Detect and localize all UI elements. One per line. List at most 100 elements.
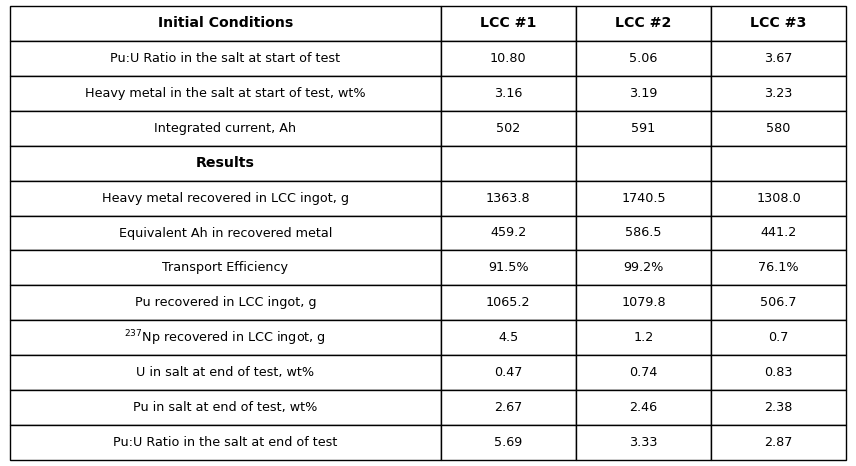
Text: LCC #2: LCC #2 — [615, 16, 672, 30]
Bar — [711, 356, 846, 391]
Text: 0.7: 0.7 — [769, 331, 788, 344]
Bar — [576, 425, 711, 460]
Bar — [10, 286, 441, 321]
Text: 2.67: 2.67 — [494, 401, 522, 414]
Bar — [576, 41, 711, 75]
Text: Pu in salt at end of test, wt%: Pu in salt at end of test, wt% — [134, 401, 318, 414]
Bar — [576, 321, 711, 356]
Bar — [711, 180, 846, 215]
Text: 0.83: 0.83 — [764, 366, 793, 379]
Text: U in salt at end of test, wt%: U in salt at end of test, wt% — [136, 366, 314, 379]
Bar — [711, 145, 846, 180]
Bar — [441, 356, 576, 391]
Text: Transport Efficiency: Transport Efficiency — [163, 261, 288, 274]
Bar — [576, 180, 711, 215]
Text: 502: 502 — [496, 122, 520, 135]
Text: 586.5: 586.5 — [625, 226, 662, 240]
Text: 3.16: 3.16 — [494, 87, 522, 100]
Bar — [576, 286, 711, 321]
Bar — [711, 251, 846, 286]
Text: 2.38: 2.38 — [764, 401, 793, 414]
Bar — [441, 251, 576, 286]
Bar — [441, 321, 576, 356]
Text: 506.7: 506.7 — [760, 296, 797, 309]
Text: 5.69: 5.69 — [494, 437, 522, 449]
Text: 0.74: 0.74 — [629, 366, 657, 379]
Text: 3.19: 3.19 — [629, 87, 657, 100]
Bar — [10, 75, 441, 110]
Text: 591: 591 — [632, 122, 656, 135]
Text: Pu:U Ratio in the salt at start of test: Pu:U Ratio in the salt at start of test — [110, 52, 341, 65]
Bar — [10, 41, 441, 75]
Text: 3.67: 3.67 — [764, 52, 793, 65]
Text: 1308.0: 1308.0 — [756, 192, 801, 205]
Text: Integrated current, Ah: Integrated current, Ah — [154, 122, 296, 135]
Text: Heavy metal in the salt at start of test, wt%: Heavy metal in the salt at start of test… — [85, 87, 366, 100]
Text: 580: 580 — [766, 122, 791, 135]
Bar — [10, 251, 441, 286]
Text: 2.87: 2.87 — [764, 437, 793, 449]
Bar — [576, 356, 711, 391]
Bar — [10, 145, 441, 180]
Bar — [441, 145, 576, 180]
Bar — [576, 6, 711, 41]
Text: Pu recovered in LCC ingot, g: Pu recovered in LCC ingot, g — [134, 296, 316, 309]
Bar — [10, 110, 441, 145]
Bar — [441, 425, 576, 460]
Text: 10.80: 10.80 — [490, 52, 526, 65]
Bar — [441, 286, 576, 321]
Bar — [441, 391, 576, 425]
Text: 4.5: 4.5 — [498, 331, 519, 344]
Text: 0.47: 0.47 — [494, 366, 522, 379]
Text: $^{237}$Np recovered in LCC ingot, g: $^{237}$Np recovered in LCC ingot, g — [124, 328, 326, 348]
Bar — [711, 75, 846, 110]
Bar — [441, 6, 576, 41]
Text: 2.46: 2.46 — [629, 401, 657, 414]
Text: 99.2%: 99.2% — [623, 261, 663, 274]
Text: Equivalent Ah in recovered metal: Equivalent Ah in recovered metal — [119, 226, 332, 240]
Text: 3.23: 3.23 — [764, 87, 793, 100]
Text: 5.06: 5.06 — [629, 52, 657, 65]
Text: 459.2: 459.2 — [490, 226, 526, 240]
Bar — [441, 110, 576, 145]
Bar — [711, 321, 846, 356]
Bar — [576, 215, 711, 251]
Bar — [576, 251, 711, 286]
Bar — [10, 321, 441, 356]
Bar — [711, 110, 846, 145]
Text: 91.5%: 91.5% — [488, 261, 528, 274]
Text: 1740.5: 1740.5 — [621, 192, 666, 205]
Text: Pu:U Ratio in the salt at end of test: Pu:U Ratio in the salt at end of test — [113, 437, 337, 449]
Bar — [711, 286, 846, 321]
Text: 441.2: 441.2 — [760, 226, 797, 240]
Bar — [711, 425, 846, 460]
Text: 76.1%: 76.1% — [758, 261, 799, 274]
Bar — [711, 391, 846, 425]
Bar — [10, 215, 441, 251]
Text: 3.33: 3.33 — [629, 437, 657, 449]
Bar — [441, 41, 576, 75]
Bar — [10, 425, 441, 460]
Bar — [441, 180, 576, 215]
Text: Results: Results — [196, 156, 255, 170]
Bar — [711, 215, 846, 251]
Text: LCC #1: LCC #1 — [480, 16, 537, 30]
Bar — [711, 6, 846, 41]
Text: 1079.8: 1079.8 — [621, 296, 666, 309]
Bar — [10, 6, 441, 41]
Bar — [441, 215, 576, 251]
Bar — [576, 391, 711, 425]
Text: Heavy metal recovered in LCC ingot, g: Heavy metal recovered in LCC ingot, g — [102, 192, 349, 205]
Bar — [10, 391, 441, 425]
Bar — [576, 75, 711, 110]
Text: LCC #3: LCC #3 — [751, 16, 806, 30]
Bar — [441, 75, 576, 110]
Bar — [10, 180, 441, 215]
Bar — [576, 110, 711, 145]
Bar — [10, 356, 441, 391]
Text: 1.2: 1.2 — [633, 331, 654, 344]
Text: Initial Conditions: Initial Conditions — [158, 16, 293, 30]
Bar — [711, 41, 846, 75]
Text: 1363.8: 1363.8 — [486, 192, 531, 205]
Bar — [576, 145, 711, 180]
